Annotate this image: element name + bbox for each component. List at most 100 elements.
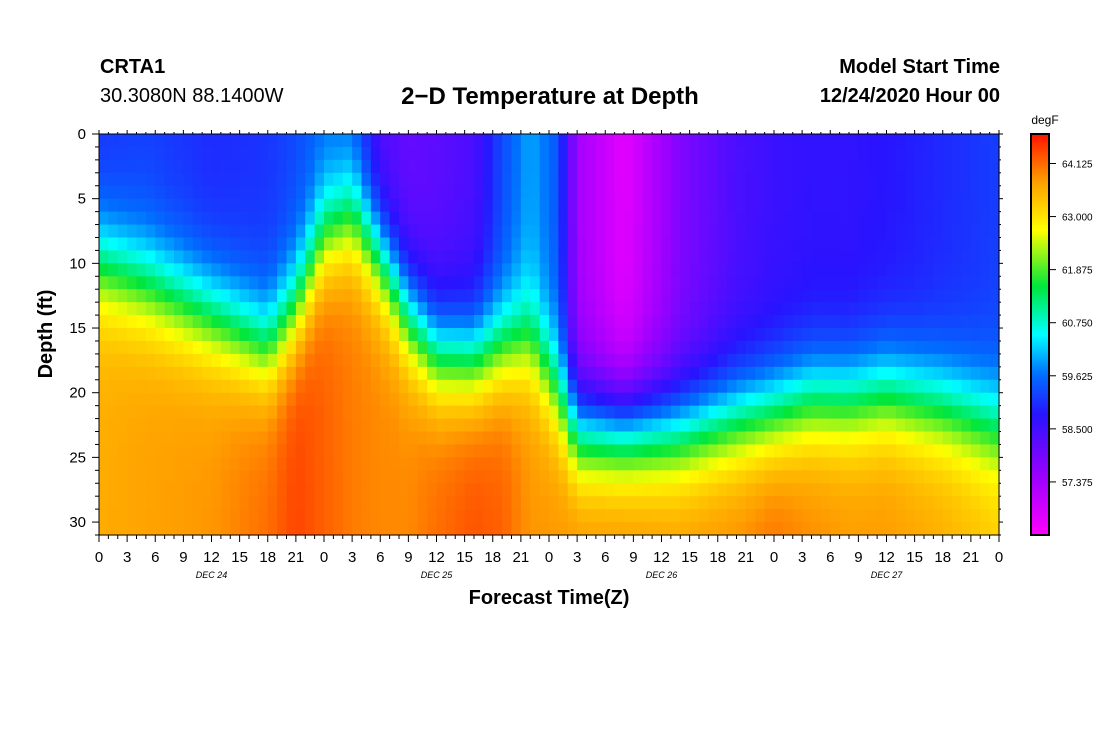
heatmap-cell bbox=[520, 379, 531, 394]
heatmap-cell bbox=[520, 392, 531, 407]
heatmap-cell bbox=[174, 250, 184, 264]
heatmap-cell bbox=[183, 509, 194, 523]
heatmap-cell bbox=[792, 289, 803, 303]
heatmap-cell bbox=[689, 496, 700, 510]
heatmap-cell bbox=[980, 159, 991, 174]
heatmap-cell bbox=[811, 379, 822, 394]
heatmap-cell bbox=[136, 328, 147, 342]
heatmap-cell bbox=[333, 250, 344, 264]
heatmap-cell bbox=[745, 134, 756, 148]
heatmap-cell bbox=[145, 134, 156, 148]
heatmap-cell bbox=[605, 146, 616, 161]
heatmap-cell bbox=[417, 522, 428, 536]
heatmap-cell bbox=[324, 134, 334, 148]
heatmap-cell bbox=[980, 470, 991, 484]
heatmap-cell bbox=[511, 224, 522, 239]
heatmap-cell bbox=[989, 263, 1000, 277]
heatmap-cell bbox=[408, 302, 419, 316]
heatmap-cell bbox=[605, 289, 616, 303]
heatmap-cell bbox=[277, 457, 288, 471]
heatmap-cell bbox=[708, 353, 719, 368]
heatmap-cell bbox=[577, 418, 588, 433]
heatmap-cell bbox=[549, 198, 559, 213]
heatmap-cell bbox=[858, 172, 869, 187]
heatmap-cell bbox=[755, 185, 766, 200]
heatmap-cell bbox=[680, 263, 691, 277]
heatmap-cell bbox=[549, 134, 559, 148]
heatmap-cell bbox=[820, 328, 831, 342]
heatmap-cell bbox=[577, 211, 588, 226]
heatmap-cell bbox=[474, 289, 484, 303]
heatmap-cell bbox=[652, 237, 663, 252]
heatmap-cell bbox=[183, 172, 194, 187]
heatmap-cell bbox=[877, 276, 888, 290]
heatmap-cell bbox=[305, 328, 316, 342]
heatmap-cell bbox=[502, 185, 513, 200]
heatmap-cell bbox=[605, 263, 616, 277]
heatmap-cell bbox=[483, 172, 494, 187]
heatmap-cell bbox=[145, 185, 156, 200]
heatmap-cell bbox=[530, 276, 541, 290]
heatmap-cell bbox=[239, 185, 250, 200]
heatmap-cell bbox=[230, 444, 241, 458]
heatmap-cell bbox=[136, 263, 147, 277]
heatmap-cell bbox=[295, 289, 306, 303]
heatmap-cell bbox=[427, 237, 438, 252]
heatmap-cell bbox=[192, 146, 203, 161]
heatmap-cell bbox=[661, 172, 672, 187]
heatmap-cell bbox=[633, 276, 644, 290]
heatmap-cell bbox=[886, 237, 897, 252]
heatmap-cell bbox=[792, 431, 803, 446]
heatmap-cell bbox=[295, 224, 306, 239]
heatmap-cell bbox=[614, 353, 625, 368]
heatmap-cell bbox=[483, 250, 494, 264]
heatmap-cell bbox=[820, 457, 831, 471]
heatmap-cell bbox=[680, 379, 691, 394]
heatmap-cell bbox=[830, 340, 841, 355]
x-tick-label: 21 bbox=[738, 549, 755, 566]
heatmap-cell bbox=[342, 444, 353, 458]
heatmap-cell bbox=[502, 302, 513, 316]
heatmap-cell bbox=[361, 444, 372, 458]
heatmap-cell bbox=[295, 198, 306, 213]
heatmap-cell bbox=[520, 366, 531, 381]
heatmap-cell bbox=[586, 263, 597, 277]
heatmap-cell bbox=[333, 483, 344, 497]
heatmap-cell bbox=[914, 444, 925, 458]
heatmap-cell bbox=[820, 483, 831, 497]
heatmap-cell bbox=[305, 340, 316, 355]
heatmap-cell bbox=[502, 366, 513, 381]
heatmap-cell bbox=[680, 509, 691, 523]
heatmap-cell bbox=[764, 302, 775, 316]
heatmap-cell bbox=[249, 224, 259, 239]
heatmap-cell bbox=[530, 263, 541, 277]
heatmap-cell bbox=[445, 353, 456, 368]
heatmap-cell bbox=[352, 172, 363, 187]
heatmap-cell bbox=[877, 185, 888, 200]
heatmap-cell bbox=[502, 509, 513, 523]
heatmap-cell bbox=[520, 224, 531, 239]
heatmap-cell bbox=[202, 185, 213, 200]
heatmap-cell bbox=[867, 250, 878, 264]
heatmap-cell bbox=[211, 444, 222, 458]
heatmap-cell bbox=[961, 263, 972, 277]
heatmap-cell bbox=[970, 366, 981, 381]
heatmap-cell bbox=[127, 405, 138, 420]
heatmap-cell bbox=[905, 237, 916, 252]
heatmap-cell bbox=[933, 315, 944, 329]
heatmap-cell bbox=[586, 340, 597, 355]
heatmap-cell bbox=[408, 263, 419, 277]
heatmap-cell bbox=[867, 237, 878, 252]
heatmap-cell bbox=[774, 379, 784, 394]
heatmap-cell bbox=[914, 457, 925, 471]
heatmap-cell bbox=[492, 159, 503, 174]
heatmap-cell bbox=[970, 224, 981, 239]
heatmap-cell bbox=[802, 302, 813, 316]
heatmap-cell bbox=[277, 159, 288, 174]
heatmap-cell bbox=[511, 418, 522, 433]
heatmap-cell bbox=[970, 263, 981, 277]
heatmap-cell bbox=[895, 134, 906, 148]
heatmap-cell bbox=[211, 185, 222, 200]
heatmap-cell bbox=[708, 405, 719, 420]
heatmap-cell bbox=[333, 392, 344, 407]
